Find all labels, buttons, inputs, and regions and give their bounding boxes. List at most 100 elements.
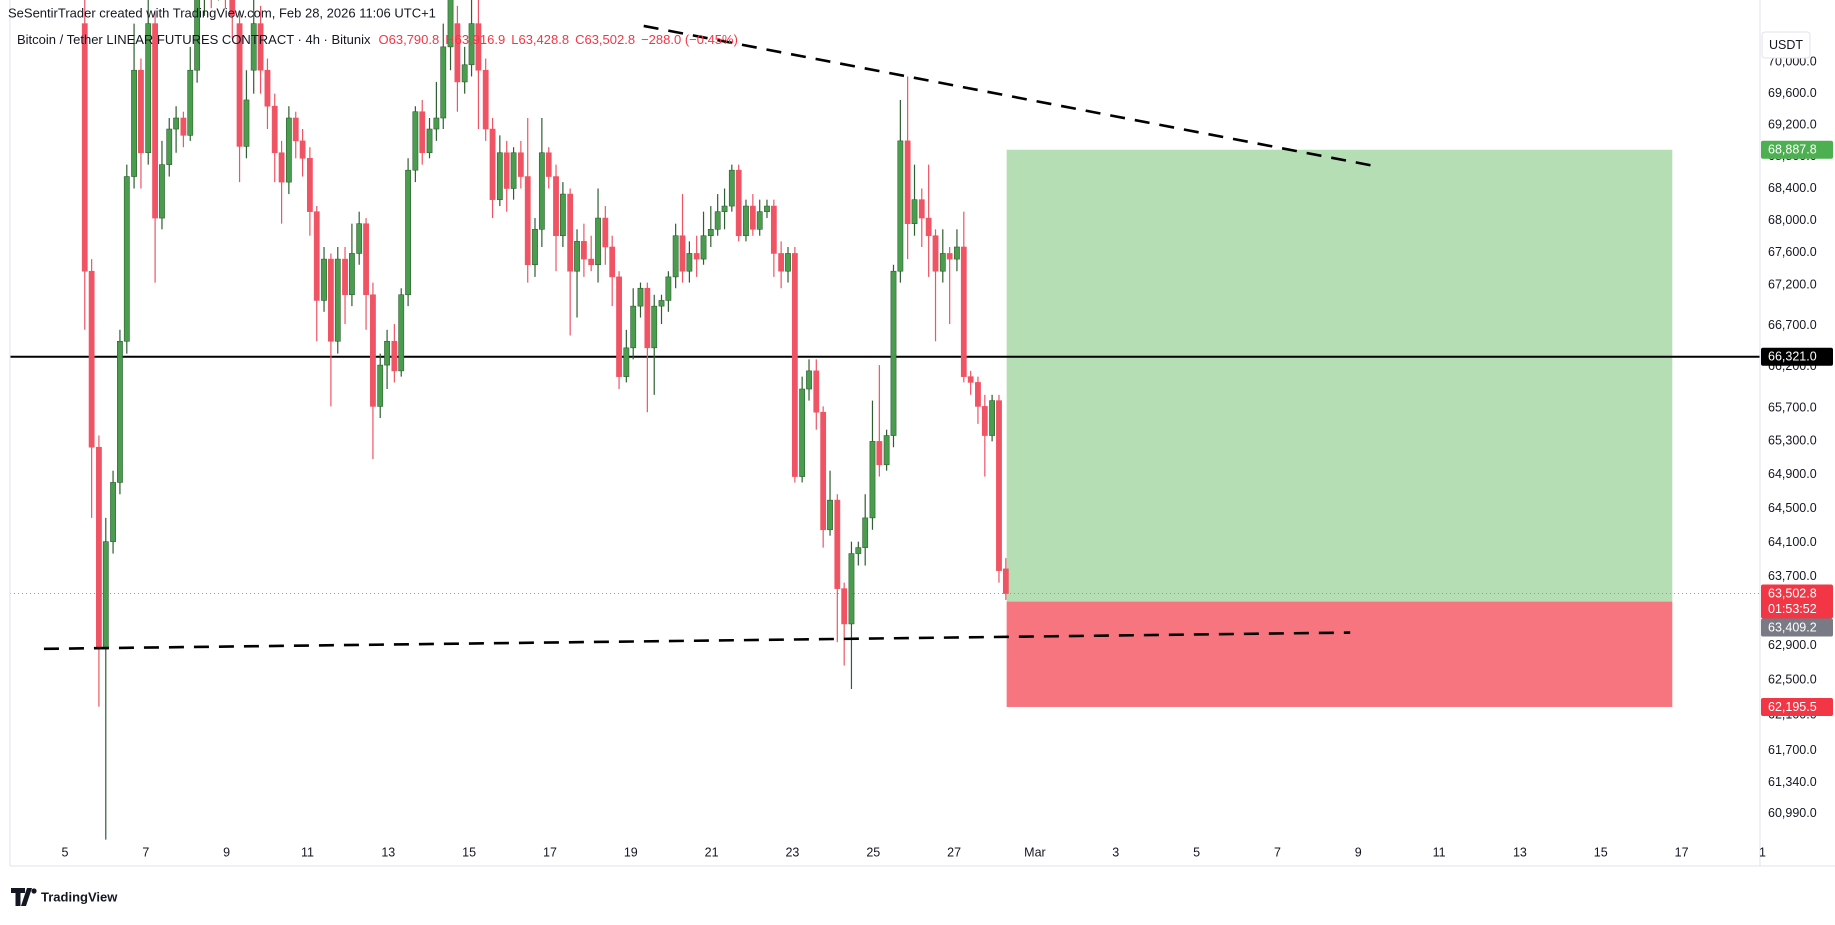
candle-body bbox=[370, 294, 376, 407]
loss-zone bbox=[1006, 601, 1673, 707]
y-tick-label: 64,900.0 bbox=[1768, 467, 1817, 481]
symbol: Bitcoin / Tether LINEAR FUTURES CONTRACT… bbox=[17, 32, 371, 47]
y-tick-label: 68,400.0 bbox=[1768, 181, 1817, 195]
candle-body bbox=[574, 241, 580, 272]
candle-body bbox=[398, 294, 405, 372]
candle-body bbox=[651, 305, 658, 349]
candle-body bbox=[159, 164, 165, 219]
logo-icon bbox=[31, 888, 37, 894]
candle-body bbox=[102, 541, 109, 648]
brand-logo: TradingView bbox=[11, 888, 118, 906]
candle-body bbox=[447, 0, 454, 48]
candle-body bbox=[834, 499, 841, 589]
x-tick-label: 19 bbox=[624, 845, 638, 859]
y-tick-label: 64,500.0 bbox=[1768, 501, 1817, 515]
candle-body bbox=[482, 69, 489, 130]
candle-body bbox=[180, 117, 187, 136]
candle-body bbox=[187, 69, 194, 136]
trendline bbox=[43, 631, 1351, 651]
stop-label: 62,195.5 bbox=[1768, 700, 1817, 714]
candle-body bbox=[433, 117, 440, 130]
candle-body bbox=[278, 152, 285, 183]
countdown: 01:53:52 bbox=[1768, 602, 1817, 616]
candle-body bbox=[152, 23, 158, 219]
x-tick-label: 5 bbox=[61, 845, 68, 859]
candle-body bbox=[123, 176, 130, 342]
candle-body bbox=[306, 157, 313, 212]
candle-body bbox=[81, 23, 88, 272]
candle-body bbox=[581, 241, 587, 260]
candle-body bbox=[271, 105, 278, 154]
candle-body bbox=[637, 287, 644, 307]
x-tick-label: 23 bbox=[785, 845, 799, 859]
x-tick-label: 5 bbox=[1193, 845, 1200, 859]
candle-body bbox=[110, 482, 116, 542]
candle-body bbox=[869, 441, 876, 519]
x-tick-label: 7 bbox=[1274, 845, 1281, 859]
candle-body bbox=[391, 340, 398, 372]
candle-body bbox=[510, 152, 517, 189]
ohlc-high: H63,916.9 bbox=[445, 32, 505, 47]
candle-body bbox=[946, 253, 953, 260]
y-tick-label: 61,340.0 bbox=[1768, 775, 1817, 789]
candle-body bbox=[925, 217, 932, 237]
chart-title: Bitcoin / Tether LINEAR FUTURES CONTRACT… bbox=[17, 32, 738, 47]
y-tick-label: 65,700.0 bbox=[1768, 400, 1817, 414]
candle-body bbox=[785, 253, 791, 272]
plot-area bbox=[10, 0, 1760, 840]
currency-box[interactable] bbox=[1761, 31, 1811, 59]
x-tick-label: 7 bbox=[142, 845, 149, 859]
x-tick-label: 9 bbox=[1355, 845, 1362, 859]
candle-body bbox=[489, 128, 496, 200]
candle-body bbox=[285, 117, 292, 183]
candle-body bbox=[975, 382, 981, 407]
candle-body bbox=[672, 235, 679, 278]
candle-body bbox=[700, 235, 707, 260]
currency: USDT bbox=[1769, 38, 1803, 52]
candle-body bbox=[714, 211, 721, 230]
hline-label: 66,321.0 bbox=[1768, 350, 1817, 364]
candle-body bbox=[131, 69, 137, 177]
candle-body bbox=[545, 152, 552, 177]
y-tick-label: 68,000.0 bbox=[1768, 213, 1817, 227]
x-tick-label: 11 bbox=[301, 845, 314, 859]
ohlc-low: L63,428.8 bbox=[511, 32, 569, 47]
candle-body bbox=[313, 211, 320, 301]
candle-body bbox=[426, 128, 433, 154]
candle-body bbox=[778, 253, 785, 272]
candle-body bbox=[292, 117, 299, 142]
candle-body bbox=[250, 23, 257, 71]
candle-body bbox=[602, 217, 609, 248]
candle-body bbox=[88, 270, 95, 448]
y-tick-label: 65,300.0 bbox=[1768, 434, 1817, 448]
x-tick-label: 1 bbox=[1759, 845, 1766, 859]
y-tick-label: 62,900.0 bbox=[1768, 638, 1817, 652]
candle-body bbox=[756, 211, 763, 230]
candle-body bbox=[820, 411, 827, 531]
candle-body bbox=[532, 228, 538, 266]
candle-body bbox=[693, 253, 700, 260]
y-tick-label: 66,700.0 bbox=[1768, 318, 1817, 332]
candle-body bbox=[770, 205, 777, 254]
candle-body bbox=[911, 199, 918, 224]
candle-body bbox=[166, 128, 173, 165]
y-tick-label: 69,600.0 bbox=[1768, 86, 1817, 100]
candle-body bbox=[967, 376, 974, 383]
candle-body bbox=[749, 205, 756, 230]
y-tick-label: 67,200.0 bbox=[1768, 277, 1817, 291]
candle-body bbox=[454, 23, 461, 83]
price-labels: 68,887.8 66,321.0 63,502.8 01:53:52 63,409.2… bbox=[1761, 140, 1833, 716]
candle-body bbox=[567, 193, 574, 272]
y-tick-label: 64,100.0 bbox=[1768, 535, 1817, 549]
candle-body bbox=[363, 223, 369, 296]
candle-body bbox=[475, 23, 482, 71]
x-tick-label: 17 bbox=[1675, 845, 1689, 859]
candle-body bbox=[405, 169, 411, 296]
candle-body bbox=[960, 246, 967, 377]
y-tick-label: 61,700.0 bbox=[1768, 743, 1817, 757]
candle-body bbox=[939, 253, 946, 272]
candle-body bbox=[890, 270, 897, 436]
candle-body bbox=[1002, 568, 1009, 594]
candle-body bbox=[876, 441, 883, 466]
candle-body bbox=[96, 446, 102, 648]
